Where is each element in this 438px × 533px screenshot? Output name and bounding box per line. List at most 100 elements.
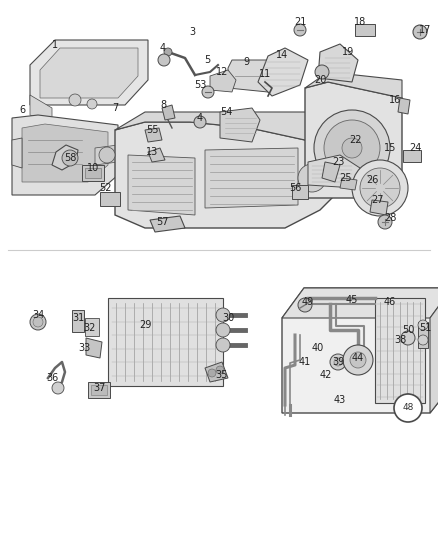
Text: 39: 39 bbox=[332, 357, 344, 367]
Text: 12: 12 bbox=[216, 67, 228, 77]
Polygon shape bbox=[12, 115, 118, 195]
Text: 53: 53 bbox=[194, 80, 206, 90]
Text: 21: 21 bbox=[294, 17, 306, 27]
Polygon shape bbox=[305, 82, 402, 198]
Text: 42: 42 bbox=[320, 370, 332, 380]
Circle shape bbox=[315, 65, 329, 79]
Circle shape bbox=[216, 338, 230, 352]
Circle shape bbox=[202, 86, 214, 98]
Text: 11: 11 bbox=[259, 69, 271, 79]
Circle shape bbox=[418, 335, 428, 345]
Polygon shape bbox=[220, 108, 260, 142]
Bar bbox=[82, 165, 104, 181]
Circle shape bbox=[330, 354, 346, 370]
Circle shape bbox=[30, 314, 46, 330]
Bar bbox=[85, 318, 99, 336]
Polygon shape bbox=[205, 148, 298, 208]
Text: 28: 28 bbox=[384, 213, 396, 223]
Polygon shape bbox=[115, 122, 335, 228]
Polygon shape bbox=[205, 362, 228, 382]
Text: 58: 58 bbox=[64, 153, 76, 163]
Polygon shape bbox=[398, 98, 410, 114]
Text: 29: 29 bbox=[139, 320, 151, 330]
Polygon shape bbox=[340, 178, 357, 190]
Text: 5: 5 bbox=[204, 55, 210, 65]
Circle shape bbox=[52, 382, 64, 394]
Text: 7: 7 bbox=[112, 103, 118, 113]
Text: 4: 4 bbox=[160, 43, 166, 53]
Text: 17: 17 bbox=[419, 25, 431, 35]
Text: 49: 49 bbox=[302, 297, 314, 307]
Text: 13: 13 bbox=[146, 147, 158, 157]
Circle shape bbox=[401, 331, 415, 345]
Text: 54: 54 bbox=[220, 107, 232, 117]
Text: 30: 30 bbox=[222, 313, 234, 323]
Polygon shape bbox=[322, 162, 340, 182]
Text: 10: 10 bbox=[87, 163, 99, 173]
Bar bbox=[88, 382, 110, 398]
Polygon shape bbox=[162, 105, 175, 120]
Circle shape bbox=[352, 160, 408, 216]
Circle shape bbox=[208, 369, 216, 377]
Circle shape bbox=[314, 110, 390, 186]
Polygon shape bbox=[305, 72, 402, 98]
Text: 37: 37 bbox=[94, 383, 106, 393]
Polygon shape bbox=[128, 155, 195, 215]
Text: 34: 34 bbox=[32, 310, 44, 320]
Polygon shape bbox=[370, 200, 388, 215]
Bar bbox=[292, 185, 308, 199]
Bar bbox=[100, 192, 120, 206]
Polygon shape bbox=[86, 338, 102, 358]
Circle shape bbox=[418, 320, 428, 330]
Circle shape bbox=[99, 147, 115, 163]
Text: 31: 31 bbox=[72, 313, 84, 323]
Circle shape bbox=[294, 24, 306, 36]
Circle shape bbox=[324, 120, 380, 176]
Polygon shape bbox=[282, 288, 438, 413]
Circle shape bbox=[216, 323, 230, 337]
Polygon shape bbox=[12, 138, 22, 168]
Circle shape bbox=[298, 164, 326, 192]
Polygon shape bbox=[145, 128, 162, 142]
Polygon shape bbox=[30, 40, 148, 105]
Text: 15: 15 bbox=[384, 143, 396, 153]
Circle shape bbox=[413, 25, 427, 39]
Circle shape bbox=[216, 366, 224, 374]
Text: 18: 18 bbox=[354, 17, 366, 27]
Polygon shape bbox=[52, 145, 78, 170]
Text: 22: 22 bbox=[349, 135, 361, 145]
Polygon shape bbox=[430, 288, 438, 413]
Polygon shape bbox=[148, 148, 165, 162]
Circle shape bbox=[194, 116, 206, 128]
Circle shape bbox=[33, 317, 43, 327]
Polygon shape bbox=[282, 288, 438, 318]
Text: 33: 33 bbox=[78, 343, 90, 353]
Circle shape bbox=[378, 215, 392, 229]
Text: 36: 36 bbox=[46, 373, 58, 383]
Circle shape bbox=[342, 138, 362, 158]
Text: 23: 23 bbox=[332, 157, 344, 167]
Text: 48: 48 bbox=[403, 403, 413, 413]
Circle shape bbox=[394, 394, 422, 422]
Text: 19: 19 bbox=[342, 47, 354, 57]
Text: 25: 25 bbox=[339, 173, 351, 183]
Circle shape bbox=[343, 345, 373, 375]
Text: 3: 3 bbox=[189, 27, 195, 37]
Bar bbox=[375, 298, 425, 403]
Text: 57: 57 bbox=[156, 217, 168, 227]
Polygon shape bbox=[30, 95, 52, 125]
Polygon shape bbox=[318, 44, 358, 82]
Bar bbox=[72, 310, 84, 332]
Text: 46: 46 bbox=[384, 297, 396, 307]
Polygon shape bbox=[150, 216, 185, 232]
Circle shape bbox=[62, 150, 78, 166]
Bar bbox=[355, 24, 375, 36]
Text: 45: 45 bbox=[346, 295, 358, 305]
Text: 16: 16 bbox=[389, 95, 401, 105]
Circle shape bbox=[69, 94, 81, 106]
Text: 8: 8 bbox=[160, 100, 166, 110]
Text: 20: 20 bbox=[314, 75, 326, 85]
Polygon shape bbox=[308, 155, 360, 188]
Text: 14: 14 bbox=[276, 50, 288, 60]
Text: 27: 27 bbox=[372, 195, 384, 205]
